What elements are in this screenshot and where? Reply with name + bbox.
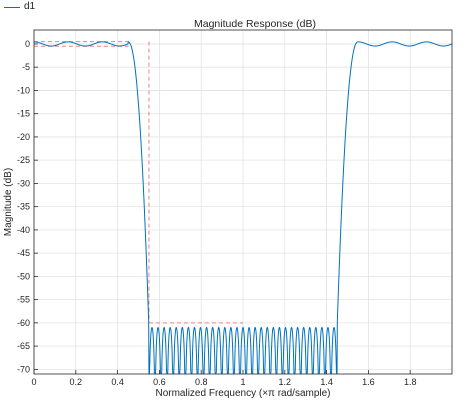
y-axis-ticks: 0 -5 -10 -15 -20 -25 -30 -35 -40 -45 -50 -55 -60 -65 -…	[17, 39, 38, 374]
legend-item-label: d1	[24, 1, 36, 12]
x-tick-label: 1	[240, 377, 245, 387]
y-tick-label: -55	[17, 295, 30, 305]
x-axis-label: Normalized Frequency (×π rad/sample)	[155, 388, 330, 399]
x-tick-label: 1.6	[362, 377, 375, 387]
y-tick-label: -45	[17, 248, 30, 258]
x-tick-label: 1.8	[404, 377, 417, 387]
y-tick-label: -40	[17, 225, 30, 235]
magnitude-response-chart: Magnitude Response (dB) 0 0.2 0.4 0.6 0.8 1 1.…	[0, 16, 474, 403]
y-tick-label: 0	[25, 39, 30, 49]
series-layer	[33, 41, 453, 374]
y-axis-label: Magnitude (dB)	[3, 168, 14, 236]
y-tick-label: -65	[17, 341, 30, 351]
series-line-d1	[33, 41, 453, 374]
grid	[33, 30, 452, 374]
y-tick-label: -70	[17, 364, 30, 374]
x-tick-label: 0.8	[195, 377, 208, 387]
y-tick-label: -35	[17, 202, 30, 212]
y-tick-label: -5	[22, 62, 30, 72]
y-tick-label: -25	[17, 155, 30, 165]
x-tick-label: 1.4	[320, 377, 333, 387]
y-tick-label: -10	[17, 85, 30, 95]
x-tick-label: 0.4	[111, 377, 124, 387]
legend-bar: d1	[0, 0, 474, 17]
y-tick-label: -30	[17, 178, 30, 188]
spec-mask	[34, 41, 243, 324]
x-tick-label: 0	[31, 377, 36, 387]
legend-line-swatch	[4, 7, 20, 8]
x-tick-label: 0.6	[153, 377, 166, 387]
x-tick-label: 0.2	[70, 377, 83, 387]
chart-title: Magnitude Response (dB)	[194, 18, 316, 30]
x-axis-ticks: 0 0.2 0.4 0.6 0.8 1 1.2 1.4 1.6 1.8	[31, 370, 416, 387]
y-tick-label: -15	[17, 109, 30, 119]
y-tick-label: -20	[17, 132, 30, 142]
y-tick-label: -60	[17, 318, 30, 328]
y-tick-label: -50	[17, 271, 30, 281]
x-tick-label: 1.2	[279, 377, 292, 387]
